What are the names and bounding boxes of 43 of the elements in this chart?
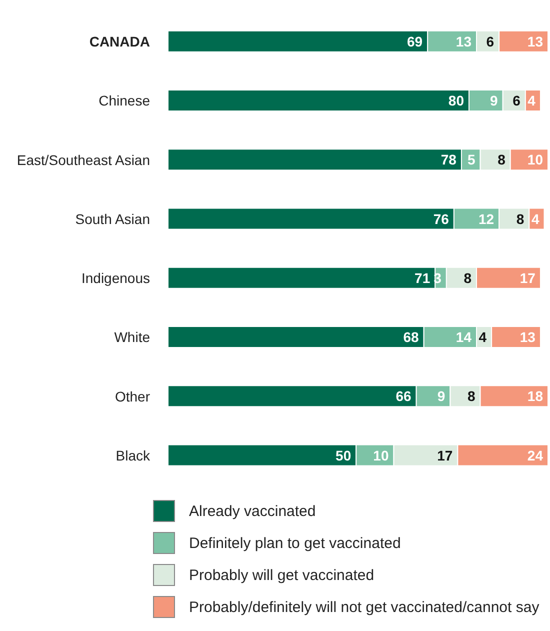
data-label: 50 (336, 447, 352, 464)
y-tick-label: Other (114, 388, 150, 404)
data-label: 17 (437, 447, 453, 464)
data-label: 17 (520, 270, 536, 286)
y-tick-label: East/Southeast Asian (16, 152, 150, 168)
data-label: 9 (437, 388, 446, 404)
legend-label: Already vaccinated (189, 502, 316, 520)
y-tick-label: Indigenous (81, 270, 150, 286)
data-label: 71 (414, 270, 430, 286)
data-label: 8 (498, 152, 506, 168)
data-label: 10 (373, 447, 389, 464)
data-label: 76 (433, 210, 450, 227)
data-label: 68 (403, 329, 420, 346)
y-tick-label: White (114, 329, 150, 346)
data-label: 8 (464, 270, 472, 286)
y-tick-label: South Asian (75, 210, 150, 227)
data-label: 12 (478, 210, 494, 227)
legend-label: Probably/definitely will not get vaccinated/cannot say (189, 598, 540, 616)
y-tick-label: Chinese (98, 92, 150, 109)
legend-label: Probably will get vaccinated (189, 566, 374, 584)
legend-label: Definitely plan to get vaccinated (189, 534, 401, 552)
data-label: 8 (467, 388, 476, 404)
data-label: 14 (456, 329, 472, 346)
data-label: 13 (520, 329, 536, 346)
y-tick-label: CANADA (89, 34, 150, 50)
data-label: 4 (531, 210, 540, 227)
data-label: 4 (528, 92, 536, 109)
y-tick-label: Black (116, 447, 151, 464)
data-label: 4 (478, 329, 487, 346)
data-label: 6 (486, 33, 494, 50)
data-label: 5 (467, 152, 476, 168)
data-label: 18 (527, 388, 544, 404)
data-label: 8 (516, 210, 524, 227)
data-label: 13 (456, 33, 472, 50)
data-label: 69 (407, 33, 423, 50)
data-label: 13 (527, 33, 544, 50)
data-label: 78 (440, 152, 457, 168)
data-label: 10 (527, 152, 544, 168)
data-label: 9 (490, 92, 498, 109)
data-label: 66 (396, 388, 412, 404)
data-label: 24 (527, 447, 544, 464)
data-label: 80 (448, 92, 464, 109)
data-label: 6 (512, 92, 521, 109)
